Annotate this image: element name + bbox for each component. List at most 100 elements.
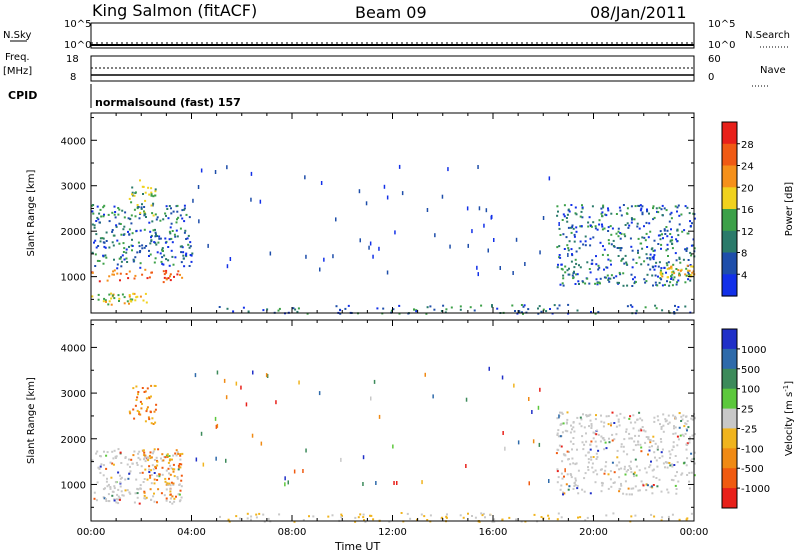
data-cell	[600, 414, 602, 417]
data-cell	[590, 225, 593, 228]
data-cell	[178, 463, 181, 465]
data-cell	[637, 434, 640, 437]
data-cell	[583, 443, 586, 446]
data-cell	[115, 501, 118, 504]
data-cell	[548, 479, 550, 483]
data-cell	[606, 266, 609, 269]
data-cell	[154, 465, 157, 468]
data-cell	[584, 454, 587, 457]
data-cell	[97, 218, 100, 221]
data-cell	[165, 269, 168, 272]
data-cell	[131, 245, 134, 247]
data-cell	[679, 269, 682, 272]
data-cell	[444, 311, 447, 314]
data-cell	[99, 471, 102, 474]
data-cell	[685, 274, 688, 277]
data-cell	[501, 375, 504, 380]
data-cell	[398, 304, 401, 307]
data-cell	[686, 206, 689, 209]
data-cell	[331, 514, 334, 517]
data-cell	[629, 460, 632, 463]
data-cell	[169, 464, 172, 467]
data-cell	[558, 304, 561, 307]
data-cell	[563, 248, 566, 250]
data-cell	[340, 513, 343, 516]
data-cell	[637, 251, 639, 254]
data-cell	[646, 210, 649, 213]
data-cell	[136, 396, 139, 399]
data-cell	[586, 277, 589, 280]
data-cell	[416, 518, 418, 521]
data-cell	[574, 206, 577, 209]
data-cell	[682, 435, 685, 438]
data-cell	[173, 468, 176, 471]
colorbar-tick-label: -1000	[741, 484, 770, 495]
data-cell	[625, 493, 628, 496]
data-cell	[127, 277, 130, 280]
data-cell	[154, 408, 157, 411]
data-cell	[179, 454, 182, 457]
data-cell	[200, 168, 203, 173]
data-cell	[580, 425, 583, 428]
data-cell	[169, 490, 172, 493]
data-cell	[618, 247, 621, 249]
data-cell	[398, 164, 401, 169]
data-cell	[390, 309, 393, 312]
data-cell	[652, 484, 655, 486]
data-cell	[153, 482, 156, 485]
data-cell	[157, 488, 160, 491]
data-cell	[591, 466, 594, 469]
data-cell	[148, 397, 151, 400]
data-cell	[556, 432, 559, 435]
data-cell	[627, 226, 630, 229]
data-cell	[658, 478, 661, 481]
data-cell	[600, 207, 603, 210]
data-cell	[689, 220, 691, 223]
data-cell	[579, 215, 582, 218]
data-cell	[185, 254, 187, 257]
data-cell	[662, 237, 664, 240]
data-cell	[95, 452, 98, 455]
data-cell	[171, 495, 174, 498]
data-cell	[611, 461, 614, 464]
data-cell	[660, 490, 663, 493]
data-cell	[156, 216, 159, 219]
data-cell	[117, 488, 120, 491]
data-cell	[144, 460, 147, 463]
data-cell	[130, 222, 133, 225]
data-cell	[615, 232, 618, 235]
data-cell	[103, 241, 106, 244]
data-cell	[661, 275, 664, 278]
data-cell	[646, 246, 649, 248]
data-cell	[155, 218, 158, 221]
data-cell	[618, 271, 621, 274]
data-cell	[563, 215, 566, 218]
data-cell	[98, 280, 101, 283]
data-cell	[558, 444, 561, 447]
y-tick-label: 1000	[61, 480, 86, 491]
data-cell	[189, 241, 192, 244]
data-cell	[652, 475, 655, 478]
data-cell	[491, 304, 493, 307]
data-cell	[589, 237, 592, 240]
data-cell	[684, 273, 687, 276]
data-cell	[382, 307, 385, 310]
data-cell	[658, 261, 661, 264]
data-cell	[94, 265, 97, 267]
data-cell	[560, 516, 563, 519]
data-cell	[645, 489, 648, 492]
data-cell	[618, 468, 621, 471]
data-cell	[112, 244, 115, 247]
data-cell	[246, 517, 249, 520]
data-cell	[634, 421, 637, 424]
data-cell	[602, 245, 604, 248]
data-cell	[634, 281, 637, 283]
data-cell	[659, 277, 662, 280]
data-cell	[143, 494, 146, 497]
data-cell	[576, 487, 579, 490]
colorbar-tick-label: -25	[741, 424, 757, 435]
data-cell	[180, 485, 183, 488]
data-cell	[96, 481, 99, 484]
data-cell	[596, 473, 599, 476]
data-cell	[597, 264, 600, 267]
